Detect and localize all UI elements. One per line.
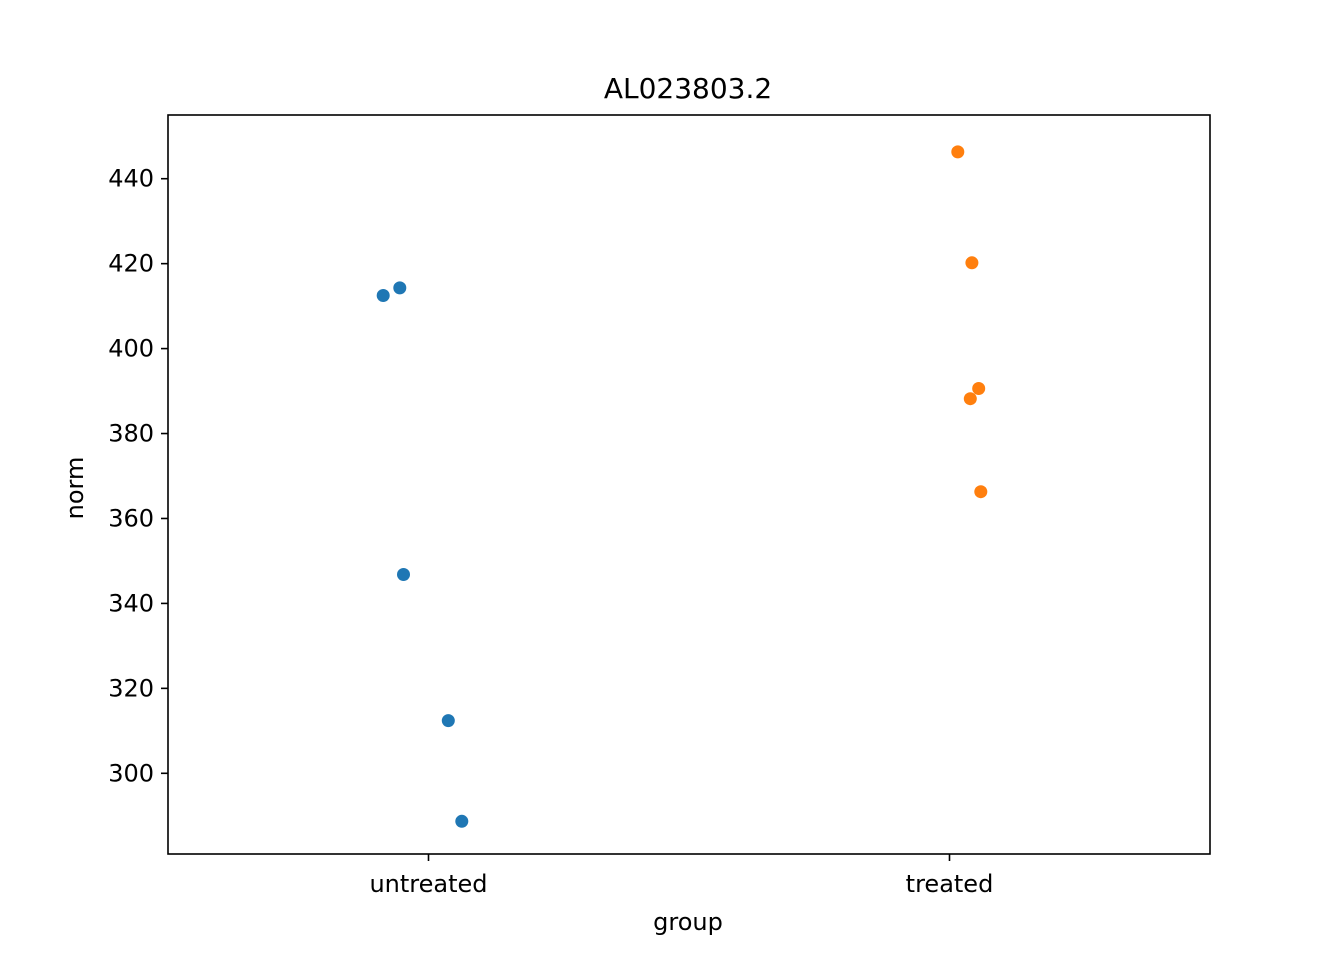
data-point-treated-4 [974, 485, 988, 499]
y-tick-label-320: 320 [108, 674, 154, 702]
y-tick-label-300: 300 [108, 759, 154, 787]
y-tick-label-440: 440 [108, 165, 154, 193]
plot-frame [167, 114, 1211, 855]
y-tick-label-340: 340 [108, 589, 154, 617]
y-axis-label: norm [61, 457, 89, 520]
x-tick-label-treated: treated [906, 870, 994, 898]
data-point-untreated-2 [397, 568, 410, 581]
data-point-treated-0 [951, 145, 965, 159]
data-point-untreated-1 [393, 281, 407, 295]
y-tick-label-420: 420 [108, 250, 154, 278]
plot-area: 300 320 340 360 380 400 420 440 untreated treated [108, 114, 1211, 898]
y-tick-label-360: 360 [108, 504, 154, 532]
data-point-untreated-3 [441, 714, 455, 728]
y-tick-label-400: 400 [108, 335, 154, 363]
y-tick-label-380: 380 [108, 420, 154, 448]
x-tick-label-untreated: untreated [369, 870, 487, 898]
data-point-untreated-4 [455, 814, 469, 828]
data-point-untreated-0 [376, 289, 390, 302]
data-point-treated-2 [972, 382, 986, 395]
data-point-treated-1 [965, 256, 979, 270]
data-point-treated-3 [963, 392, 977, 406]
x-axis-label: group [653, 908, 723, 936]
chart-title: AL023803.2 [604, 72, 772, 105]
